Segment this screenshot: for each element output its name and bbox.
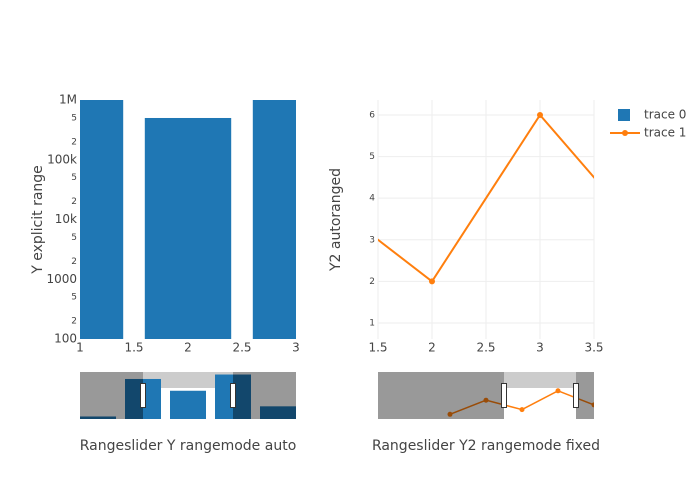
x-tick-label: 2 [428, 341, 436, 355]
x-tick-label: 2 [184, 341, 192, 355]
y-tick-label: 2 [71, 317, 77, 327]
x-tick-label: 3 [292, 341, 300, 355]
legend-label: trace 1 [644, 126, 686, 140]
y-tick-label: 5 [71, 293, 77, 303]
y-tick-label: 2 [369, 277, 375, 287]
y-tick-label: 100 [54, 332, 77, 346]
x-tick-label: 3 [536, 341, 544, 355]
marker [429, 278, 435, 285]
y-tick-label: 4 [369, 194, 375, 204]
rangeslider-handle[interactable] [501, 383, 507, 408]
bar [80, 100, 124, 339]
legend-swatch [622, 130, 628, 136]
bar [0, 157, 15, 339]
x-tick-label: 2.5 [232, 341, 251, 355]
rangeslider-bar [260, 406, 296, 419]
bar [144, 117, 232, 339]
rangeslider-marker [519, 407, 525, 413]
rangeslider-handle[interactable] [573, 383, 579, 408]
rangeslider-mask [378, 372, 504, 419]
y-tick-label: 3 [369, 235, 375, 245]
rangeslider-marker [591, 402, 594, 408]
rangeslider-window-top [143, 372, 233, 388]
y-tick-label: 100k [47, 152, 77, 166]
rangeslider-window-top [504, 372, 576, 388]
y-tick-label: 1000 [46, 272, 77, 286]
y-tick-label: 5 [71, 173, 77, 183]
plot-area [321, 111, 651, 285]
y-tick-label: 1 [369, 318, 375, 328]
marker [321, 195, 327, 201]
marker [537, 111, 543, 118]
y-axis-title: Y2 autoranged [328, 168, 344, 272]
rangeslider-marker [555, 388, 561, 394]
y-tick-label: 1M [59, 93, 77, 107]
y-tick-label: 10k [55, 212, 77, 226]
rangeslider-mask [80, 372, 143, 419]
rangeslider-handle[interactable] [140, 383, 146, 408]
rangeslider-mask [233, 372, 296, 419]
rangeslider-mask [576, 372, 594, 419]
x-tick-label: 1.5 [368, 341, 387, 355]
legend-swatch [618, 109, 630, 121]
x-axis-title: Rangeslider Y rangemode auto [80, 438, 297, 454]
x-tick-label: 2.5 [476, 341, 495, 355]
y-tick-label: 5 [71, 113, 77, 123]
y-axis-title: Y explicit range [30, 165, 46, 275]
y-tick-label: 5 [71, 233, 77, 243]
y-tick-label: 2 [71, 137, 77, 147]
y-tick-label: 5 [369, 152, 375, 162]
rangeslider-handle[interactable] [230, 383, 236, 408]
plot-area [0, 100, 296, 339]
rangeslider-marker [447, 411, 453, 417]
y-tick-label: 2 [71, 257, 77, 267]
rangeslider-plot [447, 388, 594, 417]
y-tick-label: 6 [369, 110, 375, 120]
x-axis-title: Rangeslider Y2 rangemode fixed [372, 438, 600, 454]
x-tick-label: 3.5 [584, 341, 603, 355]
x-tick-label: 1 [76, 341, 84, 355]
rangeslider-marker [483, 397, 489, 403]
y-tick-label: 2 [71, 197, 77, 207]
bar [252, 100, 296, 339]
rangeslider-bar [170, 390, 206, 419]
x-tick-label: 1.5 [124, 341, 143, 355]
marker [645, 237, 651, 243]
legend-label: trace 0 [644, 108, 686, 122]
rangeslider-bar [80, 416, 116, 419]
